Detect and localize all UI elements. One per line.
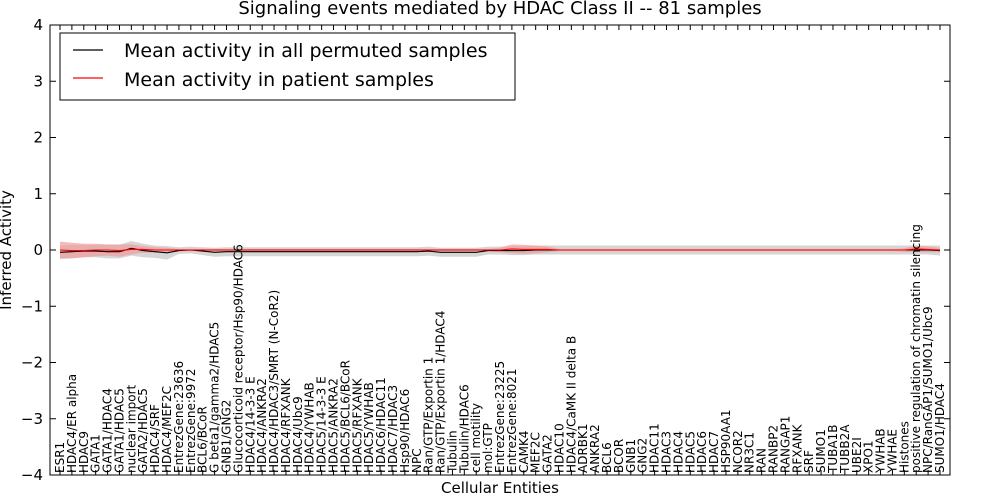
y-tick-label: 2	[33, 129, 43, 147]
x-tick-label: YWHAE	[885, 429, 899, 474]
x-tick-label: HSP90AA1	[719, 409, 733, 473]
x-tick-label: HDAC7	[707, 431, 721, 473]
x-tick-label: RAN	[755, 448, 769, 473]
x-tick-label: cell motility	[469, 403, 483, 473]
x-tick-label: HDAC4/CaMK II delta B	[564, 336, 578, 473]
x-axis-label: Cellular Entities	[441, 479, 559, 497]
x-tick-label: NR3C1	[743, 432, 757, 473]
x-tick-label: RFXANK	[790, 423, 804, 473]
x-tick-label: XPO1	[862, 440, 876, 473]
x-tick-label: GATA1	[89, 434, 103, 473]
y-tick-label: 0	[33, 241, 43, 259]
x-tick-label: HDAC5	[683, 431, 697, 473]
x-tick-label: GNG2	[636, 438, 650, 473]
x-tick-label: EntrezGene:23225	[493, 361, 507, 473]
x-tick-label: Histones	[897, 421, 911, 473]
x-tick-label: GATA1/HDAC4	[101, 388, 115, 473]
x-tick-label: HDAC9	[77, 431, 91, 473]
x-tick-label: Ran/GTP/Exportin 1	[422, 357, 436, 473]
x-tick-label: NCOR2	[731, 430, 745, 473]
x-tick-label: HDAC4/SRF	[148, 404, 162, 473]
x-tick-label: YWHAB	[874, 428, 888, 474]
x-tick-label: GNB1	[624, 439, 638, 473]
x-tick-label: EntrezGene:8021	[505, 369, 519, 474]
y-tick-label: −3	[21, 410, 43, 428]
y-axis: −4 −3 −2 −1 0 1 2 3 4	[21, 16, 950, 484]
y-tick-label: −4	[21, 466, 43, 484]
x-tick-label: EntrezGene:9972	[184, 369, 198, 474]
x-tick-label: NPC/RanGAP1/SUMO1/Ubc9	[921, 306, 935, 473]
x-tick-label: HDAC7/HDAC3	[386, 385, 400, 473]
x-tick-label: HDAC4/HDAC3/SMRT (N-CoR2)	[267, 290, 281, 473]
x-tick-label: HDAC5/RFXANK	[350, 377, 364, 473]
x-tick-label: positive regulation of chromatin silenci…	[909, 224, 923, 473]
x-tick-label: GATA2/HDAC5	[136, 388, 150, 473]
x-tick-label: NPC	[410, 448, 424, 473]
x-tick-label: HDAC11	[648, 423, 662, 473]
chart-title: Signaling events mediated by HDAC Class …	[238, 0, 761, 19]
x-tick-label: HDAC6/HDAC11	[374, 377, 388, 473]
x-tick-label: GNB1/GNG2	[220, 400, 234, 473]
x-tick-label: HDAC4	[671, 431, 685, 473]
x-tick-label: EntrezGene:23636	[172, 361, 186, 473]
x-tick-label: HDAC10	[553, 423, 567, 473]
x-tick-label: HDAC4/MEF2C	[160, 386, 174, 473]
x-tick-label: CAMK4	[517, 431, 531, 473]
x-tick-label: BCL6/BCoR	[196, 406, 210, 473]
x-tick-label: TUBB2A	[838, 424, 852, 474]
legend-label-permuted: Mean activity in all permuted samples	[124, 40, 487, 62]
x-tick-label: Glucocorticoid receptor/Hsp90/HDAC6	[231, 244, 245, 473]
x-tick-label: BCOR	[612, 439, 626, 473]
x-tick-label: HDAC6	[695, 431, 709, 473]
series-line-patient	[59, 248, 941, 252]
x-tick-label: HDAC5/ANKRA2	[327, 378, 341, 473]
y-tick-label: 1	[33, 185, 43, 203]
x-tick-label: G beta1/gamma2/HDAC5	[208, 322, 222, 473]
x-tick-label: HDAC5/14-3-3 E	[315, 376, 329, 473]
x-tick-label: GATA2	[541, 434, 555, 473]
y-tick-label: 3	[33, 72, 43, 90]
y-tick-label: −2	[21, 354, 43, 372]
x-tick-label: HDAC5/BCL6/BCoR	[338, 360, 352, 473]
x-tick-label: ADRBK1	[576, 423, 590, 473]
x-tick-label: Tubulin	[445, 430, 459, 474]
y-axis-label: Inferred Activity	[0, 190, 15, 310]
x-tick-label: BCL6	[600, 442, 614, 473]
x-tick-label: nuclear import	[124, 384, 138, 473]
legend: Mean activity in all permuted samples Me…	[59, 32, 516, 101]
x-tick-label: SUMO1	[814, 429, 828, 473]
x-tick-label: Ran/GTP/Exportin 1/HDAC4	[434, 311, 448, 473]
legend-box	[59, 32, 516, 101]
legend-label-patient: Mean activity in patient samples	[124, 69, 434, 91]
x-tick-label: ESR1	[53, 442, 67, 473]
x-tick-label: MEF2C	[529, 432, 543, 473]
x-tick-label: HDAC3	[660, 431, 674, 473]
x-tick-label: HDAC4/RFXANK	[279, 377, 293, 473]
x-tick-label: Tubulin/HDAC6	[457, 384, 471, 474]
x-tick-label: HDAC4/YWHAB	[303, 382, 317, 473]
x-tick-label: TUBA1B	[826, 425, 840, 474]
x-tick-label: Hsp90/HDAC6	[398, 389, 412, 473]
x-tick-label: HDAC4/ANKRA2	[255, 378, 269, 473]
x-tick-label: UBE2I	[850, 437, 864, 473]
x-tick-label: mol:GTP	[481, 423, 495, 473]
x-tick-label: HDAC4/14-3-3 E	[243, 376, 257, 473]
x-tick-label: HDAC4/ER alpha	[65, 374, 79, 473]
y-tick-label: 4	[33, 16, 43, 34]
x-tick-label: RANGAP1	[778, 416, 792, 473]
x-tick-label: SRF	[802, 450, 816, 473]
x-tick-label: SUMO1/HDAC4	[933, 383, 947, 473]
x-tick-label: GATA1/HDAC5	[113, 388, 127, 473]
series-lines	[59, 247, 941, 254]
x-tick-label: HDAC5/YWHAB	[362, 382, 376, 473]
x-tick-label: HDAC4/Ubc9	[291, 396, 305, 473]
x-tick-label: ANKRA2	[588, 424, 602, 473]
x-tick-label: RANBP2	[767, 425, 781, 473]
y-tick-label: −1	[21, 297, 43, 315]
